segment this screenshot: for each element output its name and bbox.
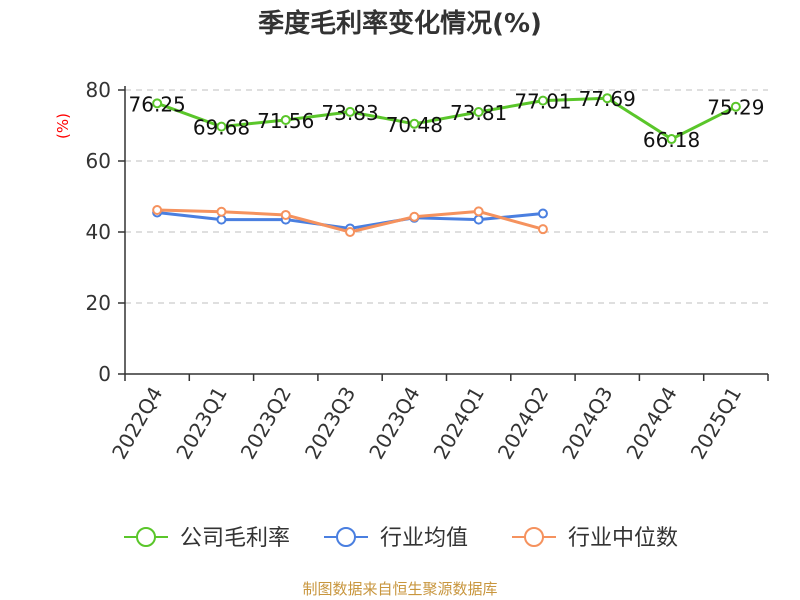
x-tick-label: 2024Q3 — [557, 383, 617, 464]
x-tick-label: 2023Q4 — [364, 383, 424, 464]
data-label: 69.68 — [193, 116, 250, 140]
data-label: 66.18 — [643, 128, 700, 152]
data-label: 73.83 — [321, 101, 378, 125]
legend-marker — [136, 527, 156, 547]
data-label: 76.25 — [129, 92, 186, 116]
legend-label: 公司毛利率 — [180, 526, 290, 551]
data-point — [409, 118, 420, 129]
legend-item-0[interactable]: 公司毛利率 — [124, 526, 290, 551]
data-point — [473, 214, 484, 225]
data-point — [280, 114, 291, 125]
data-label: 77.01 — [514, 90, 571, 114]
y-tick-label: 80 — [86, 78, 111, 102]
data-point — [152, 98, 163, 109]
series-group — [152, 93, 741, 237]
y-tick-label: 20 — [86, 291, 111, 315]
data-point — [216, 206, 227, 217]
series-line-0 — [156, 96, 737, 141]
data-point — [666, 134, 677, 145]
legend-item-2[interactable]: 行业中位数 — [512, 526, 678, 551]
legend-marker — [336, 527, 356, 547]
x-tick-label: 2024Q1 — [429, 383, 489, 464]
x-tick-label: 2023Q3 — [300, 383, 360, 464]
chart-title: 季度毛利率变化情况(%) — [258, 8, 542, 39]
legend[interactable]: 公司毛利率 行业均值 行业中位数 — [124, 526, 678, 551]
y-tick-label: 0 — [98, 362, 111, 386]
x-tick-label: 2024Q2 — [493, 383, 553, 464]
x-tick-label: 2022Q4 — [107, 383, 167, 464]
x-axis-ticks: 2022Q4 2023Q1 2023Q2 2023Q3 2023Q4 2024Q1 2024… — [107, 374, 769, 464]
y-tick-label: 60 — [86, 149, 111, 173]
data-point — [537, 224, 548, 235]
data-point — [409, 211, 420, 222]
data-point — [730, 101, 741, 112]
data-point — [280, 209, 291, 220]
x-tick-label: 2023Q1 — [171, 383, 231, 464]
data-point — [473, 106, 484, 117]
data-label: 77.69 — [579, 87, 636, 111]
data-point — [345, 227, 356, 237]
data-label: 75.29 — [707, 96, 764, 120]
y-axis-ticks: 0 20 40 60 80 — [86, 78, 125, 386]
data-label: 73.81 — [450, 101, 507, 125]
data-point — [537, 95, 548, 106]
data-labels: 76.25 69.68 71.56 73.83 70.48 73.81 77.01 77.69… — [129, 87, 765, 152]
legend-label: 行业均值 — [380, 526, 468, 551]
legend-item-1[interactable]: 行业均值 — [324, 526, 468, 551]
grid-lines — [125, 89, 768, 304]
data-label: 71.56 — [257, 109, 314, 133]
data-label: 70.48 — [386, 113, 443, 137]
data-point — [216, 121, 227, 132]
data-point — [216, 214, 227, 225]
legend-label: 行业中位数 — [568, 526, 678, 551]
y-tick-label: 40 — [86, 220, 111, 244]
data-point — [473, 206, 484, 217]
legend-marker — [524, 527, 544, 547]
data-point — [537, 208, 548, 219]
x-tick-label: 2025Q1 — [686, 383, 746, 464]
x-tick-label: 2023Q2 — [236, 383, 296, 464]
data-point — [602, 93, 613, 104]
data-point — [152, 204, 163, 215]
x-tick-label: 2024Q4 — [621, 383, 681, 464]
source-note: 制图数据来自恒生聚源数据库 — [302, 580, 497, 598]
y-axis-unit-label: (%) — [54, 113, 72, 139]
data-point — [345, 106, 356, 117]
